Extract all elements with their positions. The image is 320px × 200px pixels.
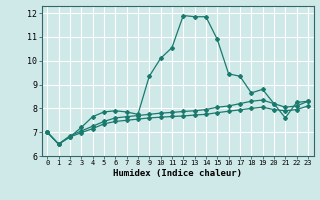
X-axis label: Humidex (Indice chaleur): Humidex (Indice chaleur) [113,169,242,178]
